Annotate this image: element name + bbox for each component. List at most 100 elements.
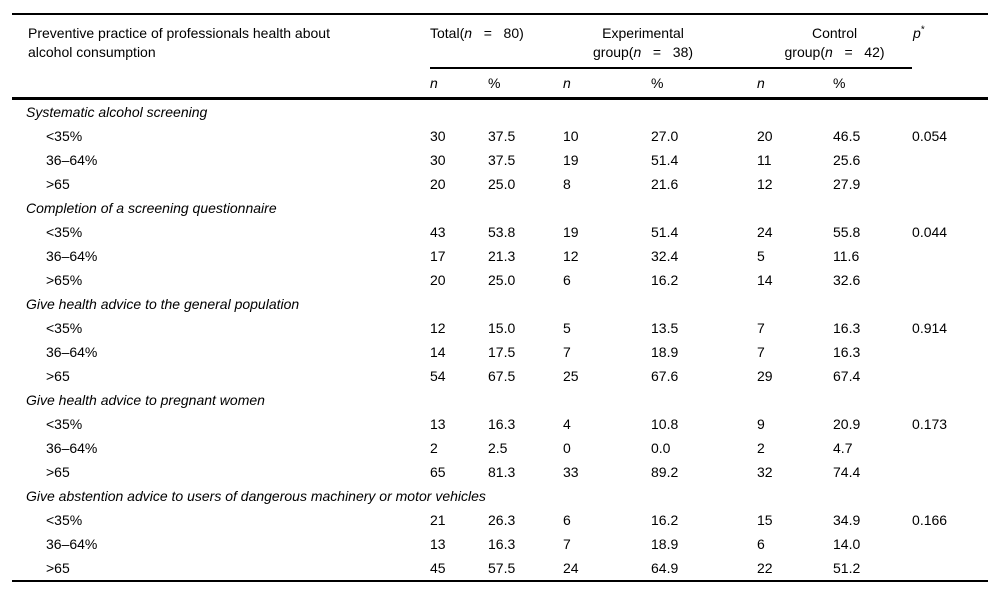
cell-value: 11 [757, 152, 772, 168]
cell-value: 26.3 [488, 512, 516, 528]
cell-value: 19 [563, 224, 579, 240]
cell-value: 25 [563, 368, 579, 384]
cell-value: 13 [430, 416, 446, 432]
cell-value: 57.5 [488, 560, 516, 576]
cell-value: 16.2 [651, 272, 679, 288]
row-label: <35% [46, 128, 83, 144]
cell-value: 6 [563, 272, 571, 288]
p-value [912, 460, 988, 484]
p-value [912, 148, 988, 172]
total-label-post: = 80) [472, 25, 524, 41]
cell-value: 29 [757, 368, 773, 384]
table-row: >65 65 81.3 33 89.2 32 74.4 [12, 460, 988, 484]
table-row: <35% 21 26.3 6 16.2 15 34.9 0.166 [12, 508, 988, 532]
subheader-experimental-pct: % [651, 75, 664, 91]
section-title: Systematic alcohol screening [26, 104, 208, 120]
p-symbol: p [913, 25, 921, 41]
section-header-row: Give abstention advice to users of dange… [12, 484, 988, 508]
total-group-header: Total(n = 80) [430, 14, 563, 69]
cell-value: 16.2 [651, 512, 679, 528]
table-row: <35% 13 16.3 4 10.8 9 20.9 0.173 [12, 412, 988, 436]
section-header-row: Give health advice to the general popula… [12, 292, 988, 316]
total-n-symbol: n [464, 25, 473, 41]
cell-value: 4 [563, 416, 571, 432]
p-value [912, 340, 988, 364]
cell-value: 2.5 [488, 440, 508, 456]
table-row: >65 54 67.5 25 67.6 29 67.4 [12, 364, 988, 388]
row-label: 36–64% [46, 344, 98, 360]
p-value [912, 436, 988, 460]
table-row: 36–64% 13 16.3 7 18.9 6 14.0 [12, 532, 988, 556]
cell-value: 20 [430, 272, 446, 288]
group-header-row: Preventive practice of professionals hea… [12, 14, 988, 69]
stub-header: Preventive practice of professionals hea… [12, 14, 430, 99]
experimental-n-symbol: n [633, 44, 642, 60]
p-value-header: p* [912, 14, 988, 99]
p-asterisk: * [920, 24, 925, 36]
p-value: 0.166 [912, 512, 948, 528]
section-title: Give health advice to the general popula… [26, 296, 300, 312]
cell-value: 20 [430, 176, 446, 192]
total-label-pre: Total( [430, 25, 465, 41]
cell-value: 24 [563, 560, 579, 576]
row-label: >65 [46, 464, 70, 480]
section-title: Give abstention advice to users of dange… [26, 488, 486, 504]
cell-value: 17 [430, 248, 446, 264]
subheader-total-n: n [430, 75, 438, 91]
p-value [912, 556, 988, 581]
cell-value: 13.5 [651, 320, 679, 336]
cell-value: 7 [757, 344, 765, 360]
cell-value: 2 [430, 440, 438, 456]
cell-value: 32.4 [651, 248, 679, 264]
control-n-line: group(n = 42) [757, 43, 912, 62]
row-label: 36–64% [46, 440, 98, 456]
table-row: >65 45 57.5 24 64.9 22 51.2 [12, 556, 988, 581]
cell-value: 15.0 [488, 320, 516, 336]
cell-value: 18.9 [651, 344, 679, 360]
cell-value: 7 [563, 344, 571, 360]
cell-value: 54 [430, 368, 446, 384]
row-label: 36–64% [46, 248, 98, 264]
p-value [912, 364, 988, 388]
p-value: 0.173 [912, 416, 948, 432]
cell-value: 43 [430, 224, 446, 240]
cell-value: 37.5 [488, 128, 516, 144]
cell-value: 10 [563, 128, 579, 144]
experimental-label-post: = 38) [641, 44, 694, 60]
p-value [912, 244, 988, 268]
control-label-pre: group( [784, 44, 825, 60]
statistics-table: Preventive practice of professionals hea… [12, 13, 989, 582]
table-row: 36–64% 2 2.5 0 0.0 2 4.7 [12, 436, 988, 460]
row-label: >65 [46, 176, 70, 192]
experimental-label-pre: group( [593, 44, 634, 60]
cell-value: 27.0 [651, 128, 679, 144]
cell-value: 53.8 [488, 224, 516, 240]
p-value [912, 532, 988, 556]
experimental-label: Experimental [602, 25, 684, 41]
subheader-experimental-n: n [563, 75, 571, 91]
cell-value: 7 [563, 536, 571, 552]
control-label: Control [811, 25, 858, 41]
cell-value: 12 [757, 176, 773, 192]
cell-value: 5 [563, 320, 571, 336]
row-label: 36–64% [46, 536, 98, 552]
table-header: Preventive practice of professionals hea… [12, 14, 989, 99]
table-body: Systematic alcohol screening <35% 30 37.5 10… [12, 99, 988, 582]
table-row: 36–64% 14 17.5 7 18.9 7 16.3 [12, 340, 988, 364]
section-title: Completion of a screening questionnaire [26, 200, 277, 216]
row-label: <35% [46, 512, 83, 528]
table-row: >65% 20 25.0 6 16.2 14 32.6 [12, 268, 988, 292]
cell-value: 11.6 [833, 248, 860, 264]
control-label-post: = 42) [832, 44, 885, 60]
cell-value: 34.9 [833, 512, 861, 528]
cell-value: 15 [757, 512, 773, 528]
cell-value: 20.9 [833, 416, 861, 432]
cell-value: 51.4 [651, 152, 679, 168]
cell-value: 30 [430, 128, 446, 144]
cell-value: 51.2 [833, 560, 861, 576]
cell-value: 19 [563, 152, 579, 168]
cell-value: 51.4 [651, 224, 679, 240]
cell-value: 18.9 [651, 536, 679, 552]
subheader-total-pct: % [488, 75, 501, 91]
